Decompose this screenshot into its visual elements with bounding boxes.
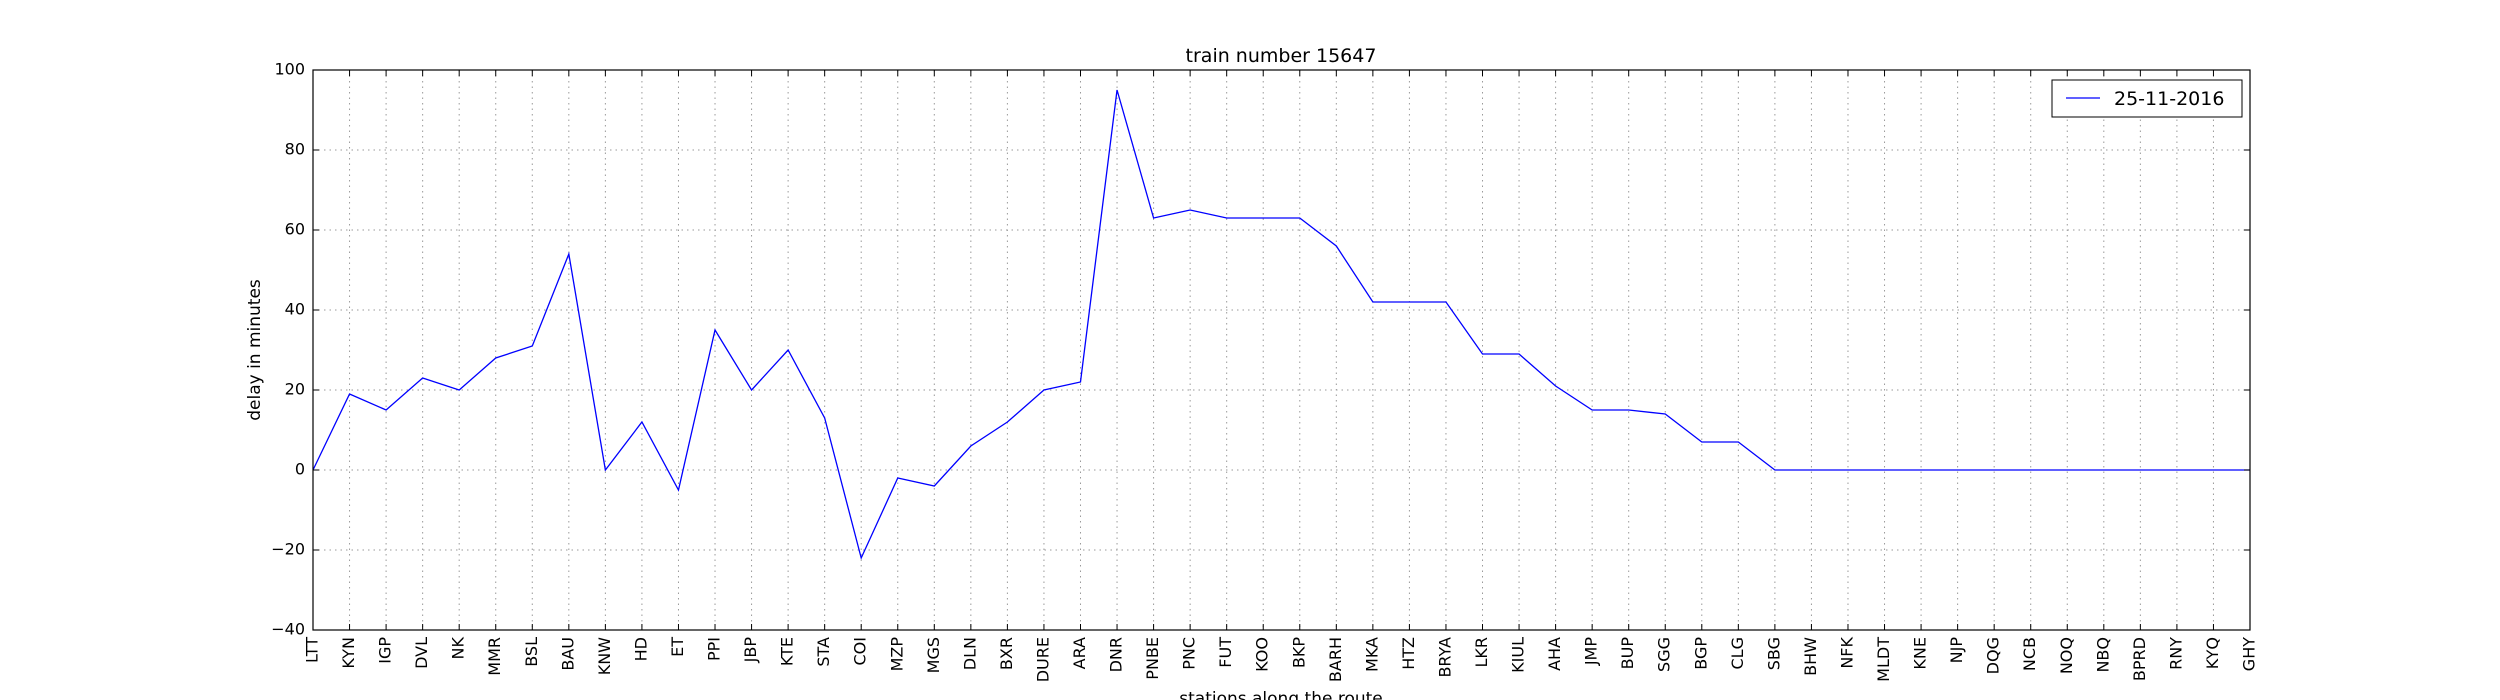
x-tick-label: MGS [924, 637, 943, 673]
x-tick-label: ARA [1070, 637, 1089, 669]
y-tick-label: 100 [274, 60, 305, 79]
y-axis-label: delay in minutes [245, 279, 265, 421]
x-tick-label: MZP [887, 637, 906, 672]
axis-ticks: LTT KYN IGP DVL NK MMR BSL BAU KNW HD ET PPI JBP KTE S… [271, 60, 2258, 683]
x-tick-label: COI [851, 637, 870, 665]
x-tick-label: KIUL [1509, 637, 1528, 673]
y-tick-label: −20 [271, 540, 305, 559]
y-tick-label: 0 [295, 460, 305, 479]
x-tick-label: STA [814, 637, 833, 667]
series-layer [312, 89, 2250, 560]
plot-frame [312, 69, 2251, 631]
x-tick-label: BXR [997, 637, 1016, 670]
x-tick-label: ET [668, 637, 687, 657]
x-tick-label: BGP [1691, 637, 1710, 670]
x-tick-label: DVL [412, 637, 431, 669]
x-tick-label: BPRD [2130, 637, 2149, 681]
x-tick-label: IGP [376, 637, 395, 664]
x-tick-label: LKR [1472, 637, 1491, 668]
x-tick-label: SGG [1655, 637, 1674, 672]
x-tick-label: CLG [1728, 637, 1747, 669]
x-tick-label: DNR [1107, 637, 1126, 672]
grid-lines [312, 70, 2251, 630]
x-tick-label: NJP [1947, 637, 1966, 664]
x-tick-label: NBQ [2093, 637, 2112, 673]
y-tick-label: 20 [285, 380, 305, 399]
x-tick-label: SBG [1764, 637, 1783, 670]
x-tick-label: KYN [339, 637, 358, 669]
x-tick-label: DLN [960, 637, 979, 670]
x-tick-label: PNC [1180, 637, 1199, 670]
x-tick-label: NK [449, 637, 468, 660]
y-tick-label: 80 [285, 140, 305, 159]
x-tick-label: HTZ [1399, 637, 1418, 670]
x-tick-label: MKA [1362, 637, 1381, 672]
x-tick-label: BARH [1326, 637, 1345, 682]
x-tick-label: MLDT [1874, 637, 1893, 682]
x-tick-label: PPI [705, 637, 724, 661]
y-tick-label: 60 [285, 220, 305, 239]
x-tick-label: JMP [1582, 637, 1601, 667]
x-tick-label: JBP [741, 637, 760, 664]
x-tick-label: BRYA [1435, 637, 1454, 678]
x-tick-label: RNY [2166, 637, 2185, 670]
x-tick-label: NOQ [2057, 637, 2076, 674]
y-tick-label: 40 [285, 300, 305, 319]
x-tick-label: MMR [485, 637, 504, 676]
x-tick-label: KNE [1911, 637, 1930, 670]
x-tick-label: KOO [1253, 637, 1272, 672]
x-tick-label: KNW [595, 637, 614, 675]
x-tick-label: BKP [1289, 637, 1308, 668]
chart-title: train number 15647 [1186, 45, 1377, 67]
x-tick-label: BHW [1801, 637, 1820, 676]
x-tick-label: DURE [1033, 637, 1052, 682]
y-tick-label: −40 [271, 620, 305, 639]
x-tick-label: HD [631, 637, 650, 661]
x-tick-label: FUT [1216, 637, 1235, 668]
x-tick-label: BUP [1618, 637, 1637, 670]
x-tick-label: LTT [303, 637, 322, 663]
legend-label: 25-11-2016 [2114, 88, 2224, 110]
x-tick-label: BAU [558, 637, 577, 671]
x-tick-label: PNBE [1143, 637, 1162, 680]
x-tick-label: KYQ [2203, 637, 2222, 669]
series-line [312, 89, 2250, 560]
x-tick-label: AHA [1545, 637, 1564, 671]
x-axis-label: stations along the route [1179, 689, 1383, 700]
x-tick-label: KTE [778, 637, 797, 666]
x-tick-label: NCB [2020, 637, 2039, 671]
legend: 25-11-2016 [2051, 79, 2243, 118]
x-tick-label: DQG [1984, 637, 2003, 674]
x-tick-label: GHY [2240, 637, 2259, 671]
x-tick-label: NFK [1837, 637, 1856, 669]
x-tick-label: BSL [522, 637, 541, 667]
